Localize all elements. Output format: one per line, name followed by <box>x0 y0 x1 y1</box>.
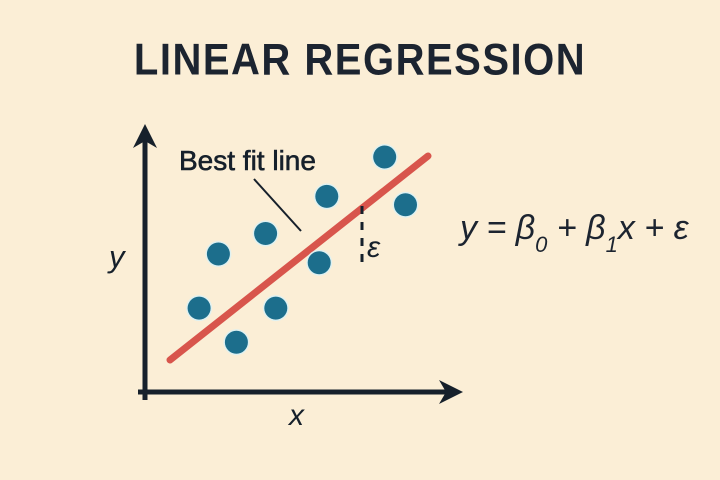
svg-text:Best fit line: Best fit line <box>179 145 316 176</box>
svg-text:y = β0 + β1x + ε: y = β0 + β1x + ε <box>458 209 690 257</box>
svg-text:x: x <box>287 399 305 432</box>
svg-text:ε: ε <box>367 231 381 264</box>
svg-text:y: y <box>107 239 127 274</box>
